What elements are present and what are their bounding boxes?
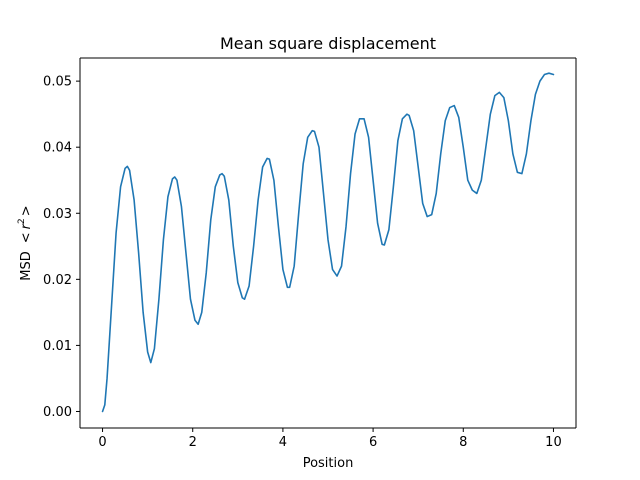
x-tick-label: 8	[459, 435, 467, 450]
y-tick-label: 0.03	[43, 207, 72, 222]
y-axis-label: MSD < r2 >	[17, 205, 34, 280]
x-tick-label: 2	[189, 435, 197, 450]
x-axis-label: Position	[303, 456, 354, 471]
y-tick-label: 0.01	[43, 339, 72, 354]
y-tick-label: 0.02	[43, 273, 72, 288]
y-axis-label-open: <	[19, 232, 34, 243]
y-axis-label-var: r	[19, 222, 34, 229]
data-layer	[101, 72, 555, 413]
x-tick-label: 6	[369, 435, 377, 450]
y-axis-label-text: MSD	[19, 251, 34, 280]
y-tick-label: 0.04	[43, 141, 72, 156]
x-axis-ticks: 0 2 4 6 8 10	[98, 428, 562, 450]
y-axis-ticks: 0.00 0.01 0.02 0.03 0.04 0.05	[43, 75, 80, 420]
x-tick-label: 0	[98, 435, 106, 450]
chart-title: Mean square displacement	[220, 34, 436, 53]
y-tick-label: 0.00	[43, 405, 72, 420]
series-line-0	[101, 72, 555, 413]
x-tick-label: 4	[279, 435, 287, 450]
axes-frame	[79, 57, 577, 429]
x-tick-label: 10	[545, 435, 562, 450]
y-tick-label: 0.05	[43, 75, 72, 90]
y-axis-label-exp: 2	[17, 218, 27, 224]
y-axis-label-close: >	[19, 205, 34, 216]
